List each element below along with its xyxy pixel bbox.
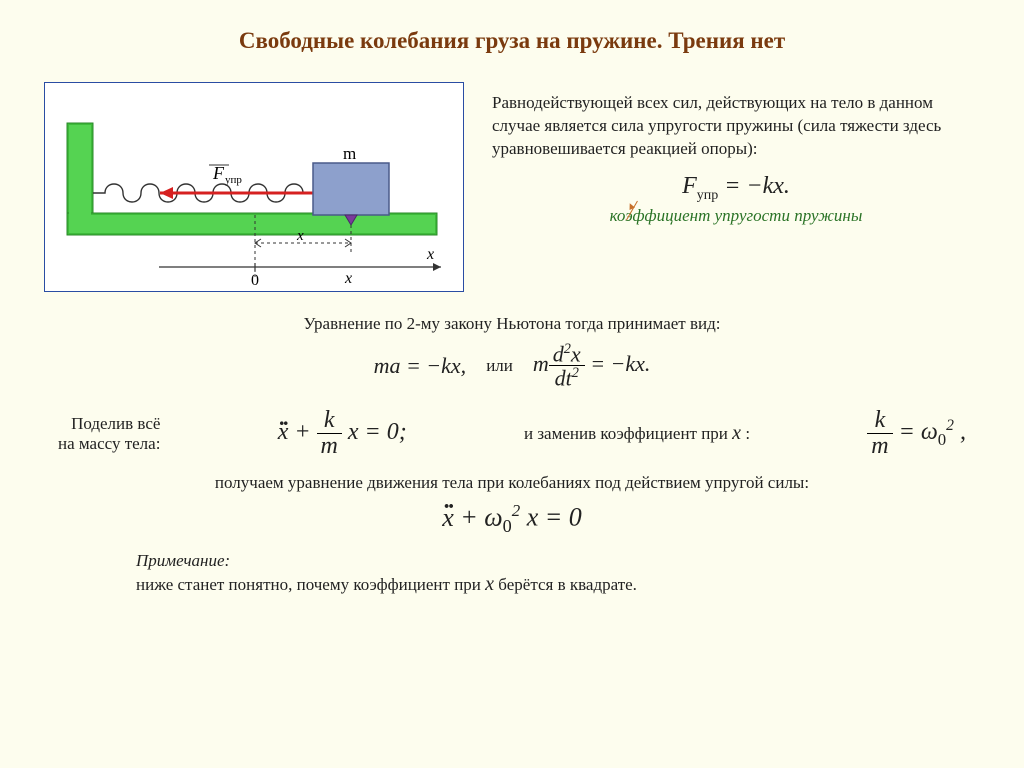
svg-text:F: F [212, 163, 225, 183]
page-title: Свободные колебания груза на пружине. Тр… [44, 28, 980, 54]
hookes-law-eq: Fупр = −kx. [492, 173, 980, 204]
or-label: или [486, 356, 513, 376]
svg-text:упр: упр [225, 174, 242, 186]
divide-mass-label: Поделив всё на массу тела: [58, 414, 160, 454]
coeff-label: коэффициент упругости пружины [492, 206, 980, 226]
note-title: Примечание: [136, 551, 980, 571]
para1: Равнодействующей всех сил, действующих н… [492, 82, 980, 161]
replace-coeff-label: и заменив коэффициент при x : [524, 422, 750, 445]
svg-text:x: x [344, 270, 352, 287]
eq-omega-def: km = ω02 , [867, 408, 966, 459]
svg-text:x: x [296, 228, 304, 244]
eq-row-2: Поделив всё на массу тела: x + km x = 0;… [44, 408, 980, 459]
svg-text:m: m [343, 144, 356, 163]
newton-intro: Уравнение по 2-му закону Ньютона тогда п… [44, 314, 980, 334]
eq-diff: md2xdt2 = −kx. [533, 342, 651, 390]
svg-text:x: x [426, 246, 434, 263]
spring-diagram: F упр m x 0 x x [44, 82, 464, 292]
newton-eq-row: ma = −kx, или md2xdt2 = −kx. [44, 342, 980, 390]
note-text: ниже станет понятно, почему коэффициент … [136, 573, 980, 596]
eq-divided: x + km x = 0; [278, 408, 407, 459]
svg-text:0: 0 [251, 272, 259, 289]
top-row: F упр m x 0 x x Равнодействую [44, 82, 980, 292]
final-eq: x + ω02 x = 0 [44, 501, 980, 537]
right-text-column: Равнодействующей всех сил, действующих н… [492, 82, 980, 226]
eq-ma: ma = −kx, [374, 353, 467, 379]
result-text: получаем уравнение движения тела при кол… [44, 473, 980, 493]
